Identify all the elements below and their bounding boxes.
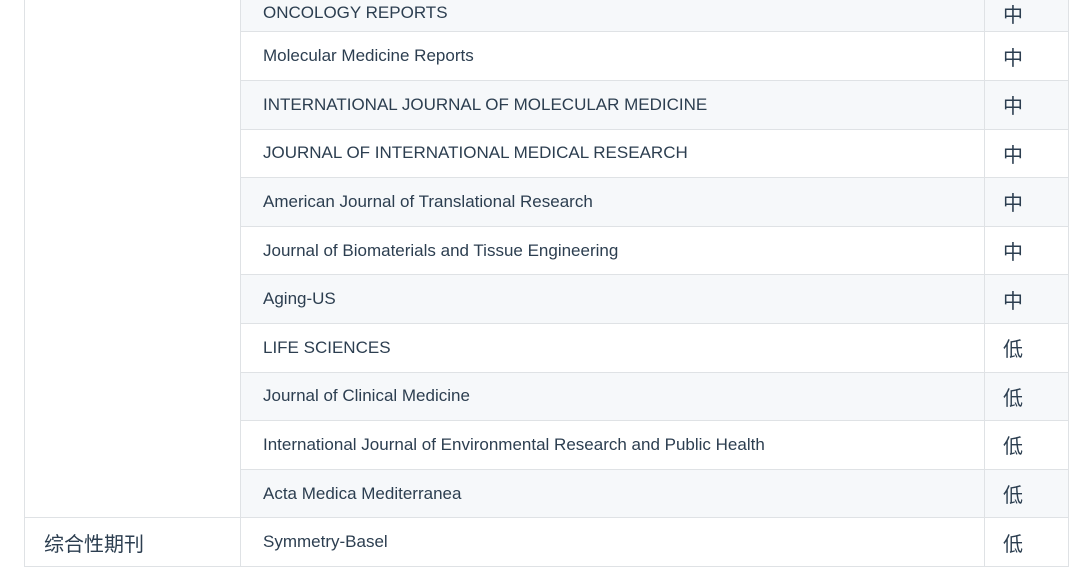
level-cell: 中 (984, 225, 1069, 276)
table-row: Aging-US 中 (25, 274, 1069, 324)
level-cell: 低 (984, 420, 1069, 470)
journal-table: ONCOLOGY REPORTS 中 Molecular Medicine Repo… (24, 0, 1069, 567)
level-cell: 低 (984, 371, 1069, 422)
level-cell: 中 (984, 177, 1069, 227)
journal-cell: LIFE SCIENCES (240, 322, 985, 373)
table-row: Journal of Biomaterials and Tissue Engin… (25, 225, 1069, 276)
table-row: Journal of Clinical Medicine 低 (25, 371, 1069, 422)
journal-cell: INTERNATIONAL JOURNAL OF MOLECULAR MEDIC… (240, 80, 985, 130)
level-cell: 低 (984, 468, 1069, 519)
journal-cell: Acta Medica Mediterranea (240, 468, 985, 519)
level-cell: 中 (984, 128, 1069, 179)
level-cell: 中 (984, 274, 1069, 324)
journal-cell: Journal of Biomaterials and Tissue Engin… (240, 225, 985, 276)
table-row: JOURNAL OF INTERNATIONAL MEDICAL RESEARC… (25, 128, 1069, 179)
table-row: LIFE SCIENCES 低 (25, 322, 1069, 373)
category-cell: 综合性期刊 (24, 517, 241, 567)
journal-cell: ONCOLOGY REPORTS (240, 0, 985, 33)
level-cell: 中 (984, 80, 1069, 130)
category-cell (24, 0, 241, 519)
journal-cell: Aging-US (240, 274, 985, 324)
table-row: Molecular Medicine Reports 中 (25, 31, 1069, 81)
table-row: 综合性期刊 Symmetry-Basel 低 (24, 517, 1069, 567)
table-row: ONCOLOGY REPORTS 中 (24, 0, 1069, 519)
table-row: American Journal of Translational Resear… (25, 177, 1069, 227)
journal-cell: JOURNAL OF INTERNATIONAL MEDICAL RESEARC… (240, 128, 985, 179)
level-cell: 中 (984, 31, 1069, 81)
journal-cell: Journal of Clinical Medicine (240, 371, 985, 422)
journal-cell: Symmetry-Basel (240, 517, 985, 567)
level-cell: 低 (984, 517, 1069, 567)
journal-cell: International Journal of Environmental R… (240, 420, 985, 470)
level-cell: 低 (984, 322, 1069, 373)
journal-table-body: ONCOLOGY REPORTS 中 Molecular Medicine Repo… (24, 0, 1069, 567)
level-cell: 中 (984, 0, 1069, 33)
journal-cell: Molecular Medicine Reports (240, 31, 985, 81)
journal-cell: American Journal of Translational Resear… (240, 177, 985, 227)
table-row: Acta Medica Mediterranea 低 (25, 468, 1069, 519)
